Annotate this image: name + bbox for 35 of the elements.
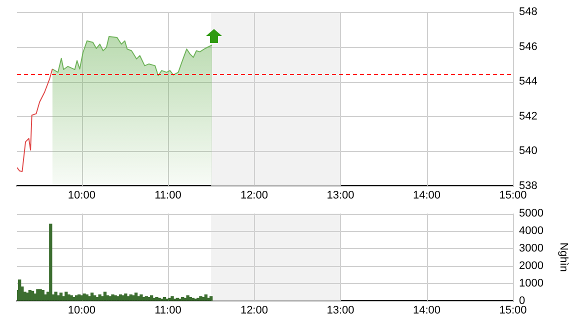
bar [67,294,70,301]
y-tick-label: 2000 [519,260,544,272]
y-tick-label: 542 [519,110,538,122]
x-tick-label: 10:00 [68,304,96,316]
y-axis-title: Nghìn [557,242,570,272]
y-tick-label: 544 [519,76,538,88]
x-tick-label: 14:00 [412,189,441,202]
x-tick-label: 15:00 [499,304,527,316]
x-tick-label: 14:00 [412,304,441,316]
x-tick-label: 12:00 [240,304,268,316]
bar [54,292,58,301]
x-tick-label: 12:00 [240,189,268,202]
x-tick-label: 13:00 [326,304,354,316]
x-tick-label: 15:00 [499,189,527,202]
y-tick-label: 5000 [519,208,544,220]
bar [155,296,158,301]
bar [210,296,213,301]
x-tick-label: 13:00 [326,189,354,202]
bar [98,294,102,301]
y-tick-label: 4000 [519,225,544,238]
bar [170,296,174,301]
y-tick-label: 546 [519,40,538,53]
y-tick-label: 1000 [519,277,544,290]
bar [82,293,86,301]
y-tick-label: 3000 [519,242,544,255]
y-tick-label: 540 [519,145,538,158]
bar [126,296,130,301]
x-tick-label: 11:00 [154,189,182,202]
bar [49,224,52,301]
x-tick-label: 10:00 [68,189,96,202]
y-tick-label: 548 [519,6,538,18]
y-tick-label: 538 [519,180,538,192]
y-tick-label: 0 [519,294,526,307]
x-tick-label: 11:00 [154,304,182,316]
bar [186,295,190,301]
